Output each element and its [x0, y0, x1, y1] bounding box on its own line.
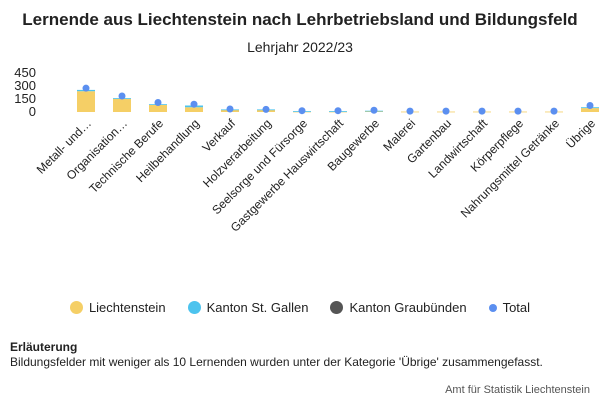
total-point-7[interactable] [298, 107, 306, 115]
total-point-9[interactable] [370, 106, 378, 114]
total-point-11[interactable] [442, 107, 450, 115]
legend-item-graubuenden[interactable]: Kanton Graubünden [330, 300, 467, 315]
chart-subtitle: Lehrjahr 2022/23 [247, 39, 353, 55]
note-text: Bildungsfelder mit weniger als 10 Lernen… [10, 355, 543, 369]
total-point-5[interactable] [226, 105, 234, 113]
total-point-10[interactable] [406, 107, 414, 115]
total-point-3[interactable] [154, 98, 162, 106]
y-tick-label: 150 [14, 91, 36, 106]
legend-swatch-graubuenden [330, 301, 344, 314]
total-point-15[interactable] [586, 102, 594, 109]
total-point-1[interactable] [82, 84, 90, 92]
legend-swatch-liechtenstein [69, 301, 83, 314]
y-tick-label: 0 [29, 104, 36, 119]
legend-item-st-gallen[interactable]: Kanton St. Gallen [187, 300, 309, 315]
legend-swatch-st-gallen [187, 301, 201, 314]
total-point-12[interactable] [478, 107, 486, 115]
legend-label-graubuenden: Kanton Graubünden [349, 300, 467, 315]
total-point-4[interactable] [190, 100, 198, 108]
legend-item-liechtenstein[interactable]: Liechtenstein [69, 300, 166, 315]
total-point-2[interactable] [118, 92, 126, 100]
total-point-14[interactable] [550, 107, 558, 115]
chart-title: Lernende aus Liechtenstein nach Lehrbetr… [22, 10, 578, 29]
legend-label-liechtenstein: Liechtenstein [88, 300, 166, 315]
total-point-13[interactable] [514, 107, 522, 115]
x-tick-label-15: Übrige [563, 116, 598, 151]
legend-label-st-gallen: Kanton St. Gallen [206, 300, 309, 315]
bar-liechtenstein-1[interactable] [77, 91, 95, 112]
bar-liechtenstein-15[interactable] [581, 108, 599, 112]
legend-label-total: Total [502, 300, 531, 315]
bar-liechtenstein-2[interactable] [113, 98, 131, 112]
legend-item-total[interactable]: Total [488, 300, 531, 315]
x-tick-label-4: Heilbehandlung [133, 116, 202, 185]
y-tick-label: 450 [14, 65, 36, 80]
total-point-8[interactable] [334, 107, 342, 115]
bar-liechtenstein-3[interactable] [149, 104, 167, 112]
y-tick-label: 300 [14, 78, 36, 93]
note-heading: Erläuterung [10, 340, 78, 354]
source-credit: Amt für Statistik Liechtenstein [445, 384, 590, 396]
chart-legend: Liechtenstein Kanton St. Gallen Kanton G… [0, 300, 600, 315]
legend-swatch-total [488, 303, 497, 312]
bar-liechtenstein-4[interactable] [185, 107, 203, 112]
total-point-6[interactable] [262, 105, 270, 113]
